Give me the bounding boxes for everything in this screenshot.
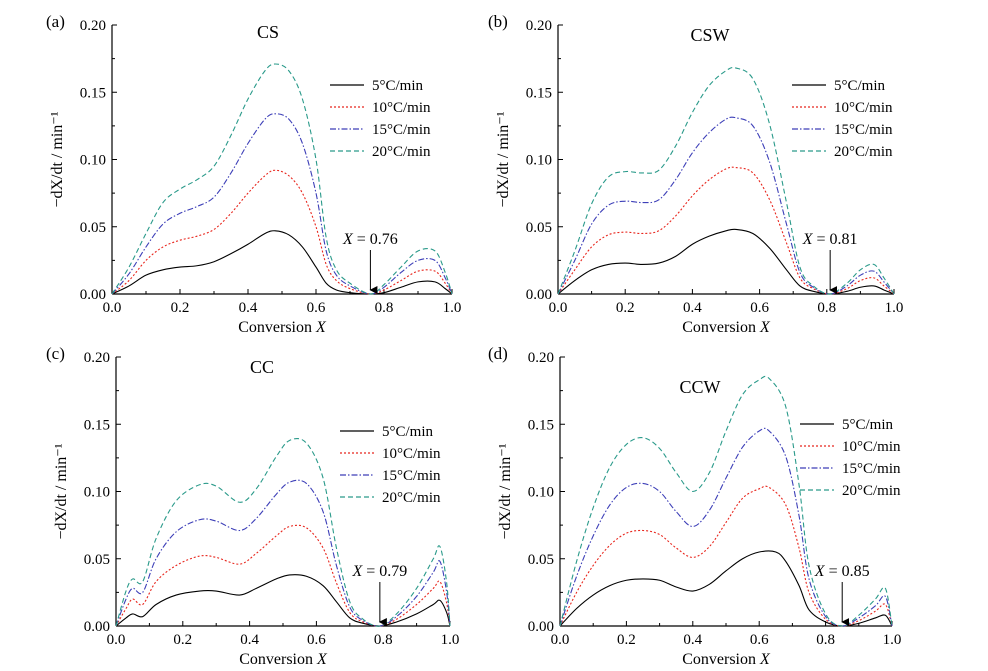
legend-entry-1: 5°C/min — [372, 78, 424, 94]
x-tick-label: 0.6 — [750, 300, 769, 316]
chart-panel-1: 0.0 0.2 0.4 0.6 0.8 1.0 0.00 0.05 0.10 0.15 0.20 (a… — [46, 12, 461, 336]
legend-entry-4: 20°C/min — [842, 483, 901, 499]
x-tick-label: 0.2 — [173, 632, 192, 648]
chart-title: CSW — [690, 25, 729, 45]
chart-panel-3: 0.0 0.2 0.4 0.6 0.8 1.0 0.00 0.05 0.10 0.15 0.20 (c… — [46, 344, 459, 668]
x-tick-label: 0.0 — [103, 300, 122, 316]
annotation-label: X = 0.79 — [351, 563, 407, 580]
x-tick-label: 0.4 — [683, 632, 702, 648]
panel-label: (c) — [46, 344, 65, 363]
x-tick-label: 0.8 — [374, 632, 393, 648]
y-tick-label: 0.15 — [84, 417, 110, 433]
series-line-4 — [557, 66, 895, 295]
legend-entry-2: 10°C/min — [382, 446, 441, 462]
chart-panel-2: 0.0 0.2 0.4 0.6 0.8 1.0 0.00 0.05 0.10 0.15 0.20 (b… — [488, 12, 903, 336]
y-tick-label: 0.20 — [526, 18, 552, 34]
legend-entry-3: 15°C/min — [382, 468, 441, 484]
x-tick-label: 0.4 — [240, 632, 259, 648]
y-tick-label: 0.00 — [80, 287, 106, 303]
y-tick-label: 0.20 — [80, 18, 106, 34]
y-tick-label: 0.00 — [528, 619, 554, 635]
x-tick-label: 0.8 — [817, 300, 836, 316]
x-tick-label: 0.6 — [307, 300, 326, 316]
y-tick-label: 0.10 — [84, 485, 110, 501]
chart-title: CS — [257, 22, 279, 42]
x-tick-label: 1.0 — [885, 300, 904, 316]
series-line-4 — [115, 437, 451, 627]
legend-entry-3: 15°C/min — [372, 122, 431, 138]
x-axis-label: Conversion X — [238, 319, 327, 336]
y-tick-label: 0.15 — [528, 417, 554, 433]
y-tick-label: 0.10 — [80, 153, 106, 169]
y-tick-label: 0.00 — [84, 619, 110, 635]
y-tick-label: 0.05 — [526, 220, 552, 236]
panel-label: (b) — [488, 12, 508, 31]
y-tick-label: 0.15 — [526, 85, 552, 101]
series-line-3 — [557, 116, 895, 295]
y-tick-label: 0.05 — [84, 552, 110, 568]
x-axis-label: Conversion X — [682, 651, 771, 668]
series-line-4 — [111, 63, 453, 295]
series-line-2 — [557, 166, 895, 295]
x-tick-label: 0.6 — [750, 632, 769, 648]
panel-label: (d) — [488, 344, 508, 363]
y-axis-label: −dX/dt / min⁻¹ — [49, 111, 66, 207]
x-tick-label: 0.2 — [616, 300, 635, 316]
series-line-3 — [111, 113, 453, 295]
x-tick-label: 0.0 — [107, 632, 126, 648]
x-tick-label: 0.4 — [239, 300, 258, 316]
annotation-label: X = 0.76 — [342, 231, 398, 248]
y-tick-label: 0.15 — [80, 85, 106, 101]
legend-entry-2: 10°C/min — [842, 439, 901, 455]
chart-title: CCW — [679, 377, 720, 397]
series-line-1 — [111, 230, 453, 295]
annotation-label: X = 0.85 — [814, 563, 870, 580]
y-tick-label: 0.10 — [528, 485, 554, 501]
y-tick-label: 0.05 — [80, 220, 106, 236]
x-tick-label: 0.2 — [617, 632, 636, 648]
x-tick-label: 0.8 — [375, 300, 394, 316]
y-tick-label: 0.20 — [84, 350, 110, 366]
chart-title: CC — [250, 357, 274, 377]
annotation-label: X = 0.81 — [802, 231, 858, 248]
x-axis-label: Conversion X — [239, 651, 328, 668]
y-axis-label: −dX/dt / min⁻¹ — [497, 443, 514, 539]
legend-entry-2: 10°C/min — [834, 100, 893, 116]
legend-entry-3: 15°C/min — [842, 461, 901, 477]
series-line-1 — [115, 574, 451, 627]
legend-entry-4: 20°C/min — [834, 144, 893, 160]
legend-entry-3: 15°C/min — [834, 122, 893, 138]
legend-entry-4: 20°C/min — [382, 490, 441, 506]
x-tick-label: 0.8 — [816, 632, 835, 648]
series-line-2 — [115, 524, 451, 627]
x-tick-label: 1.0 — [883, 632, 902, 648]
legend-entry-4: 20°C/min — [372, 144, 431, 160]
x-tick-label: 0.0 — [549, 300, 568, 316]
x-tick-label: 0.2 — [171, 300, 190, 316]
legend-entry-1: 5°C/min — [382, 424, 434, 440]
y-tick-label: 0.05 — [528, 552, 554, 568]
panel-label: (a) — [46, 12, 65, 31]
x-tick-label: 1.0 — [443, 300, 462, 316]
series-line-1 — [557, 228, 895, 295]
series-line-4 — [559, 375, 893, 627]
x-axis-label: Conversion X — [682, 319, 771, 336]
legend-entry-2: 10°C/min — [372, 100, 431, 116]
y-axis-label: −dX/dt / min⁻¹ — [53, 443, 70, 539]
y-tick-label: 0.20 — [528, 350, 554, 366]
x-tick-label: 0.4 — [683, 300, 702, 316]
y-tick-label: 0.00 — [526, 287, 552, 303]
y-axis-label: −dX/dt / min⁻¹ — [495, 111, 512, 207]
x-tick-label: 0.6 — [307, 632, 326, 648]
legend-entry-1: 5°C/min — [842, 417, 894, 433]
x-tick-label: 0.0 — [551, 632, 570, 648]
y-tick-label: 0.10 — [526, 153, 552, 169]
chart-panel-4: 0.0 0.2 0.4 0.6 0.8 1.0 0.00 0.05 0.10 0.15 0.20 (d… — [488, 344, 901, 668]
x-tick-label: 1.0 — [441, 632, 460, 648]
legend-entry-1: 5°C/min — [834, 78, 886, 94]
